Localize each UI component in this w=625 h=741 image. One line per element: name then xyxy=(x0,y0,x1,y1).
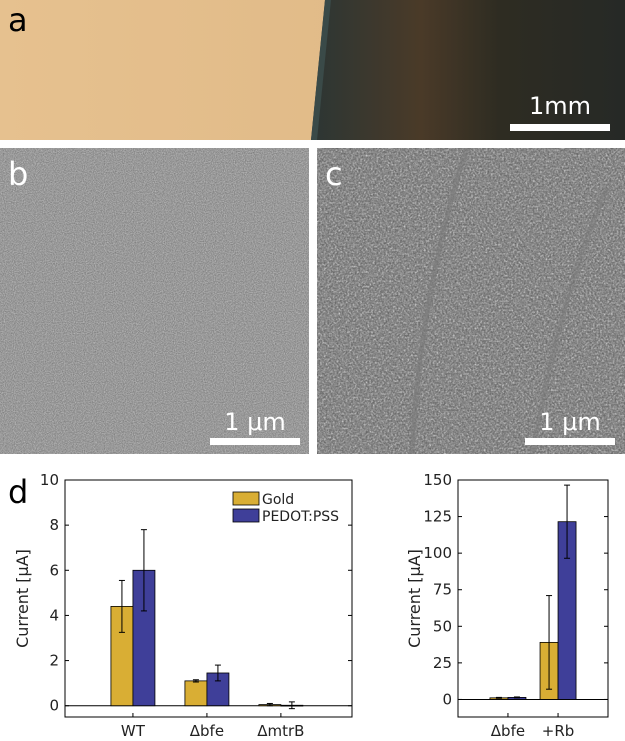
x-tick-label: Δbfe xyxy=(491,722,525,740)
y-axis-label: Current [μA] xyxy=(13,549,32,648)
legend-label: Gold xyxy=(262,492,294,508)
bar-Gold xyxy=(184,680,208,707)
legend-label: PEDOT:PSS xyxy=(262,509,339,525)
panel-b-image xyxy=(0,148,309,454)
x-tick-label: +Rb xyxy=(542,722,575,740)
y-tick-label: 10 xyxy=(40,471,59,489)
chart-1: 0 2 4 6 8 10 Current [μA] WT Δbfe ΔmtrB GoldPEDOT:… xyxy=(13,471,353,740)
y-tick-label: 4 xyxy=(49,606,59,624)
panel-c-scale-text: 1 μm xyxy=(539,408,601,436)
chart-2: 0 25 50 75 100 125 150 Current [μA] Δbfe +Rb xyxy=(405,471,609,740)
x-tick-label: WT xyxy=(121,722,146,740)
panel-d-label: d xyxy=(8,473,29,511)
panel-c-image xyxy=(317,148,625,454)
y-tick-label: 100 xyxy=(423,544,452,562)
panel-a-label: a xyxy=(8,1,28,39)
panel-c-scale-bar xyxy=(525,438,615,445)
y-tick-label: 6 xyxy=(49,561,59,579)
plot-area xyxy=(457,479,609,718)
panel-b-scale-bar xyxy=(210,438,300,445)
panel-b-sem: b 1 μm xyxy=(0,148,309,454)
y-tick-label: 125 xyxy=(423,508,452,526)
x-tick-label: Δbfe xyxy=(190,722,224,740)
legend-swatch xyxy=(232,508,260,523)
panel-c-sem: c 1 μm xyxy=(317,148,625,454)
x-tick-label: ΔmtrB xyxy=(257,722,304,740)
y-tick-label: 0 xyxy=(49,697,59,715)
panel-b-scale-text: 1 μm xyxy=(224,408,286,436)
y-tick-label: 25 xyxy=(433,654,452,672)
panel-b-label: b xyxy=(8,155,29,193)
y-tick-label: 150 xyxy=(423,471,452,489)
panel-a-photo: a 1mm xyxy=(0,0,625,140)
y-axis-label: Current [μA] xyxy=(405,549,424,648)
panel-a-scale-bar xyxy=(510,124,610,131)
y-tick-label: 50 xyxy=(433,617,452,635)
legend-swatch xyxy=(232,491,260,506)
y-tick-label: 75 xyxy=(433,581,452,599)
panel-a-scale-text: 1mm xyxy=(528,92,592,120)
y-tick-label: 8 xyxy=(49,516,59,534)
panel-c-label: c xyxy=(325,155,343,193)
y-tick-label: 0 xyxy=(442,690,452,708)
y-tick-label: 2 xyxy=(49,652,59,670)
panel-a-image xyxy=(0,0,625,140)
